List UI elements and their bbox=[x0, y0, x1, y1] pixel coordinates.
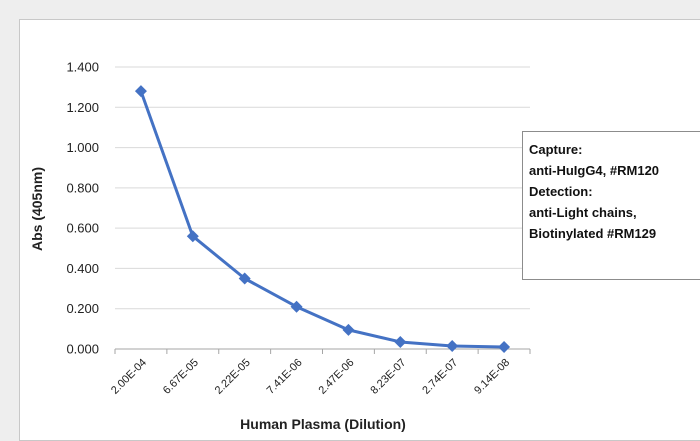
x-tick-label: 7.41E-06 bbox=[265, 357, 305, 397]
y-tick-label: 0.200 bbox=[66, 301, 99, 316]
y-tick-label: 0.800 bbox=[66, 180, 99, 195]
y-axis-title: Abs (405nm) bbox=[29, 167, 45, 251]
annotation-line-2: anti-HuIgG4, #RM120 bbox=[529, 163, 660, 178]
x-tick-label: 9.14E-08 bbox=[472, 357, 512, 397]
x-tick-label: 2.74E-07 bbox=[420, 357, 460, 397]
data-point bbox=[290, 300, 303, 313]
y-tick-label: 0.400 bbox=[66, 261, 99, 276]
series-line bbox=[139, 90, 505, 349]
annotation-box: Capture: anti-HuIgG4, #RM120 Detection: … bbox=[522, 131, 700, 280]
x-tick-labels: 2.00E-04 6.67E-05 2.22E-05 7.41E-06 2.47E-06… bbox=[109, 357, 512, 397]
data-point bbox=[134, 85, 147, 98]
x-axis-title: Human Plasma (Dilution) bbox=[240, 416, 406, 432]
x-tick-label: 8.23E-07 bbox=[368, 357, 408, 397]
data-point bbox=[394, 335, 407, 348]
data-point bbox=[446, 339, 459, 352]
y-tick-label: 0.600 bbox=[66, 221, 99, 236]
annotation-line-3: Detection: bbox=[529, 184, 593, 199]
y-tick-labels: 0.000 0.200 0.400 0.600 0.800 1.000 1.200 1.400 bbox=[66, 60, 99, 357]
gridlines bbox=[114, 66, 531, 354]
series-layer bbox=[134, 85, 511, 353]
y-tick-label: 1.200 bbox=[66, 100, 99, 115]
y-tick-label: 1.000 bbox=[66, 140, 99, 155]
x-tick-label: 2.00E-04 bbox=[109, 357, 149, 397]
y-tick-label: 0.000 bbox=[66, 342, 99, 357]
data-point bbox=[186, 230, 199, 243]
data-point bbox=[498, 340, 511, 353]
x-tick-label: 2.22E-05 bbox=[213, 357, 253, 397]
annotation-line-1: Capture: bbox=[529, 142, 583, 157]
data-point bbox=[342, 323, 355, 336]
annotation-line-4: anti-Light chains, bbox=[529, 205, 637, 220]
y-tick-label: 1.400 bbox=[66, 60, 99, 75]
x-tick-label: 2.47E-06 bbox=[316, 357, 356, 397]
x-tick-label: 6.67E-05 bbox=[161, 357, 201, 397]
annotation-line-5: Biotinylated #RM129 bbox=[529, 226, 657, 241]
data-point bbox=[238, 272, 251, 285]
